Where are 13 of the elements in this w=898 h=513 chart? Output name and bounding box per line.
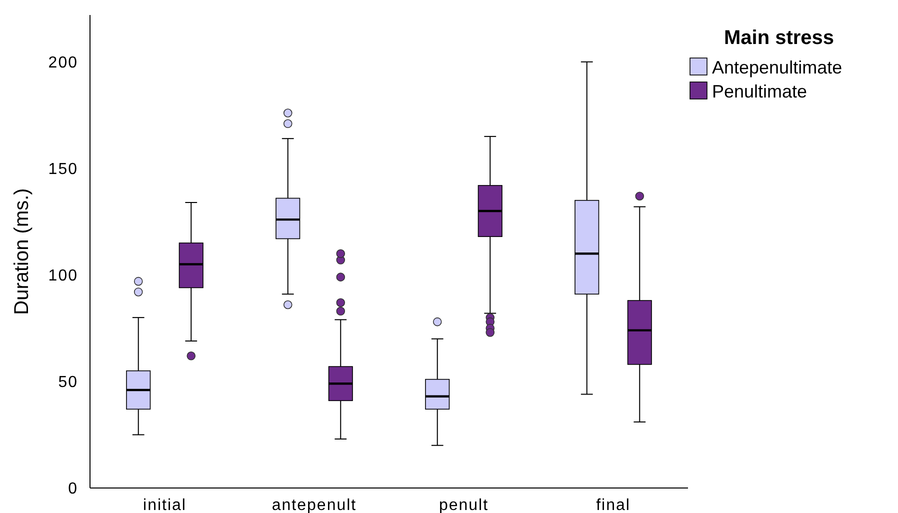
y-axis-title: Duration (ms.) — [11, 188, 33, 315]
y-tick-label: 0 — [68, 480, 78, 498]
y-tick-label: 50 — [58, 374, 78, 392]
legend-title: Main stress — [724, 27, 834, 49]
x-tick-label: final — [596, 497, 630, 513]
legend-label: Antepenultimate — [712, 57, 842, 78]
legend-label: Penultimate — [712, 81, 808, 102]
x-tick-label: initial — [143, 497, 186, 513]
y-tick-label: 100 — [48, 268, 78, 285]
x-tick-label: antepenult — [272, 497, 357, 513]
y-tick-label: 200 — [48, 54, 78, 72]
x-tick-label: penult — [438, 497, 489, 513]
y-tick-label: 150 — [48, 161, 78, 178]
